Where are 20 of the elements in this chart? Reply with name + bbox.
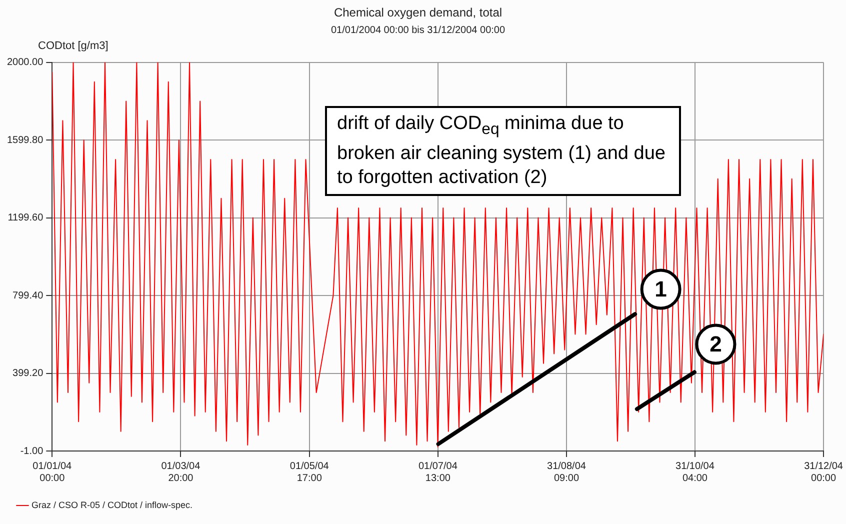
chart-title: Chemical oxygen demand, total (334, 6, 502, 20)
annotation: 1 (654, 276, 667, 302)
x-tick-label: 31/12/04 00:00 (804, 460, 844, 484)
x-tick-label: 01/05/04 17:00 (290, 460, 330, 484)
y-tick-label: 399.20 (12, 368, 44, 380)
y-tick-label: 1199.60 (8, 212, 44, 224)
annotation: 2 (710, 331, 722, 356)
x-tick-label: 01/07/04 13:00 (418, 460, 458, 484)
x-tick-label: 31/08/04 09:00 (547, 460, 586, 484)
x-tick-label: 31/10/04 04:00 (676, 460, 715, 484)
chart-subtitle: 01/01/2004 00:00 bis 31/12/2004 00:00 (330, 25, 506, 36)
y-tick-label: 799.40 (12, 290, 44, 302)
x-tick-label: 01/01/04 00:00 (32, 460, 72, 484)
y-tick-label: 1599.80 (6, 134, 44, 146)
y-tick-label: 2000.00 (6, 57, 44, 68)
y-tick-label: -1.00 (20, 446, 44, 457)
y-axis-title: CODtot [g/m3] (38, 40, 108, 52)
x-tick-label: 01/03/04 20:00 (161, 460, 201, 484)
legend-label: Graz / CSO R-05 / CODtot / inflow-spec. (32, 500, 193, 510)
annotation: drift of daily COD$_{eq}$ minima due to broken air cleaning system (1) and due to forgotten activation (2) (325, 106, 681, 196)
